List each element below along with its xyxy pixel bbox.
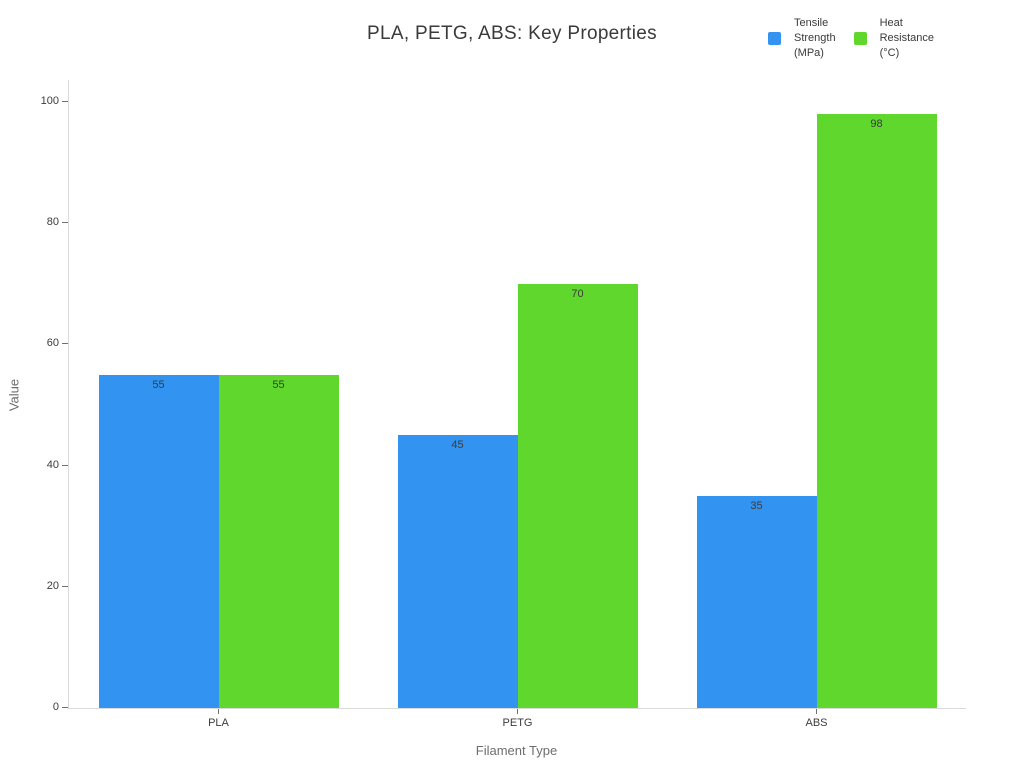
bar-petg-series-0: 45 — [397, 435, 518, 708]
legend-item-heat-resistance: Heat Resistance (°C) — [853, 16, 935, 61]
bar-value-label: 55 — [152, 378, 165, 391]
y-tick-mark — [62, 707, 68, 708]
bar-pla-series-1: 55 — [218, 374, 339, 708]
x-tick-mark — [218, 709, 219, 714]
legend-item-tensile-strength: Tensile Strength (MPa) — [768, 16, 836, 61]
x-axis-title: Filament Type — [475, 743, 558, 758]
x-tick-label: PLA — [208, 717, 229, 729]
bar-pla-series-0: 55 — [98, 374, 219, 708]
x-tick-mark — [517, 709, 518, 714]
y-tick-label: 100 — [40, 95, 59, 107]
y-tick-label: 40 — [46, 458, 59, 471]
x-tick-label: ABS — [805, 717, 828, 729]
y-tick-mark — [62, 464, 68, 466]
bar-value-label: 35 — [750, 499, 763, 512]
y-tick-label: 60 — [46, 337, 59, 350]
y-tick-label: 0 — [52, 701, 59, 713]
y-axis: 0 20 40 60 80 100 — [0, 80, 68, 713]
legend-swatch-heat-resistance — [853, 32, 867, 45]
legend-swatch-tensile-strength — [768, 32, 781, 45]
y-tick-label: 20 — [46, 579, 59, 592]
y-axis-title: Value — [6, 378, 22, 412]
chart-title: PLA, PETG, ABS: Key Properties — [367, 23, 657, 44]
legend-label: Heat Resistance (°C) — [879, 17, 935, 59]
bar-value-label: 70 — [571, 287, 584, 300]
plot-area: 55 55 PLA 45 70 PETG 35 98 ABS — [68, 80, 966, 729]
bar-petg-series-1: 70 — [517, 283, 638, 708]
y-tick-mark — [62, 343, 68, 345]
y-tick-label: 80 — [46, 216, 59, 229]
legend-label: Tensile Strength (MPa) — [794, 17, 836, 59]
bar-abs-series-0: 35 — [696, 495, 817, 708]
bar-value-label: 45 — [451, 439, 464, 452]
bar-value-label: 55 — [272, 378, 285, 391]
bar-value-label: 98 — [870, 118, 883, 131]
x-tick-mark — [816, 709, 817, 714]
y-tick-mark — [62, 585, 68, 587]
bar-abs-series-1: 98 — [816, 114, 937, 708]
y-tick-mark — [62, 222, 68, 224]
x-tick-label: PETG — [502, 717, 533, 729]
legend: Tensile Strength (MPa) Heat Resistance (… — [768, 16, 934, 61]
y-tick-mark — [62, 101, 68, 102]
